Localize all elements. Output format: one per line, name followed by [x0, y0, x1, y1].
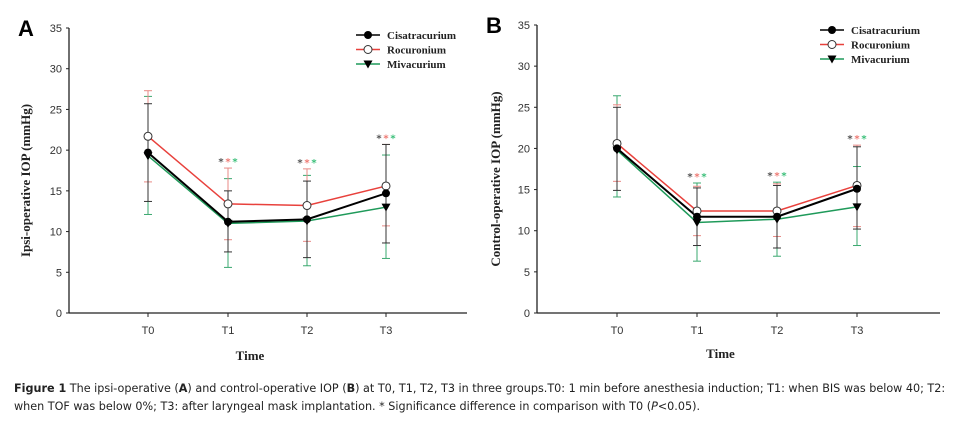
significance-asterisk: * [297, 158, 303, 169]
caption-p-symbol: P [651, 400, 658, 413]
x-tick-label: T0 [611, 325, 624, 337]
data-point-cisatracurium [303, 215, 311, 224]
x-tick-label: T1 [691, 325, 704, 337]
x-tick-label: T0 [142, 325, 155, 337]
x-tick-label: T2 [771, 325, 784, 337]
data-point-cisatracurium [613, 144, 621, 153]
series-line-rocuronium [616, 142, 858, 212]
caption-figure-label: Figure 1 [14, 382, 67, 395]
significance-asterisk: * [767, 171, 773, 182]
y-axis-title: Ipsi-operative IOP (mmHg) [18, 104, 33, 257]
significance-asterisk: * [694, 172, 700, 183]
figure-caption: Figure 1 The ipsi-operative (A) and cont… [14, 380, 954, 416]
y-tick-label: 25 [518, 102, 530, 114]
series-line-cisatracurium [147, 151, 387, 223]
significance-asterisk: * [861, 134, 867, 145]
significance-asterisk: * [774, 171, 780, 182]
data-point-mivacurium [692, 218, 702, 227]
caption-panel-a-ref: A [178, 382, 188, 395]
data-point-cisatracurium [224, 217, 232, 226]
legend-marker [827, 40, 837, 49]
series-line-rocuronium [147, 135, 387, 207]
data-point-rocuronium [381, 181, 391, 191]
caption-text-4: <0.05). [657, 400, 701, 413]
significance-asterisk: * [390, 133, 396, 144]
figure-charts: A 0 5 10 15 20 25 30 35 T0 T1 T2 T3 Time Ipsi-operativ… [18, 13, 940, 363]
y-tick-label: 10 [518, 226, 530, 238]
data-point-rocuronium [143, 131, 153, 141]
series-line-mivacurium [616, 149, 858, 224]
y-tick-label: 25 [50, 104, 62, 116]
y-tick-label: 30 [518, 61, 530, 73]
y-tick-label: 15 [50, 186, 62, 198]
significance-asterisk: * [847, 134, 853, 145]
legend-marker [363, 60, 373, 69]
legend-marker [828, 26, 836, 34]
significance-asterisk: * [854, 134, 860, 145]
data-point-cisatracurium [382, 189, 390, 198]
y-axis-title: Control-operative IOP (mmHg) [488, 91, 503, 266]
y-tick-label: 20 [50, 145, 62, 157]
data-point-cisatracurium [693, 212, 701, 221]
caption-text-2: ) and control-operative IOP ( [187, 382, 347, 395]
legend-marker [364, 31, 372, 39]
x-axis-title: Time [236, 348, 265, 363]
legend-label: Mivacurium [387, 59, 446, 71]
legend-marker [827, 55, 837, 64]
legend-label: Mivacurium [851, 54, 910, 66]
significance-asterisk: * [781, 171, 787, 182]
significance-asterisk: * [304, 158, 310, 169]
y-tick-label: 5 [56, 267, 62, 279]
x-tick-label: T3 [851, 325, 864, 337]
x-tick-label: T2 [301, 325, 314, 337]
legend-label: Cisatracurium [851, 25, 920, 37]
panel-a: A 0 5 10 15 20 25 30 35 T0 T1 T2 T3 Time Ipsi-operativ… [18, 16, 467, 363]
significance-asterisk: * [225, 157, 231, 168]
data-point-cisatracurium [853, 184, 861, 193]
y-tick-label: 30 [50, 64, 62, 76]
significance-asterisk: * [232, 157, 238, 168]
y-tick-label: 0 [56, 308, 62, 320]
legend-label: Rocuronium [387, 45, 446, 57]
data-point-mivacurium [852, 203, 862, 212]
caption-text-1: The ipsi-operative ( [66, 382, 179, 395]
data-point-cisatracurium [773, 212, 781, 221]
legend-marker [363, 45, 373, 54]
y-tick-label: 15 [518, 185, 530, 197]
y-tick-label: 5 [524, 267, 530, 279]
legend-label: Rocuronium [851, 40, 910, 52]
significance-asterisk: * [383, 133, 389, 144]
x-tick-label: T3 [380, 325, 393, 337]
legend-label: Cisatracurium [387, 30, 456, 42]
data-point-rocuronium [223, 199, 233, 209]
panel-label: B [486, 13, 502, 38]
significance-asterisk: * [701, 172, 707, 183]
series-line-cisatracurium [616, 147, 858, 218]
caption-text-3: ) at T0, T1, T2, T3 in three groups.T0: … [14, 382, 946, 413]
y-tick-label: 35 [50, 23, 62, 35]
data-point-cisatracurium [144, 148, 152, 157]
y-tick-label: 20 [518, 143, 530, 155]
significance-asterisk: * [218, 157, 224, 168]
significance-asterisk: * [376, 133, 382, 144]
panel-b: B 0 5 10 15 20 25 30 35 T0 T1 T2 T3 Time Control-opera… [486, 13, 940, 361]
y-tick-label: 10 [50, 227, 62, 239]
significance-asterisk: * [311, 158, 317, 169]
data-point-mivacurium [381, 203, 391, 212]
y-tick-label: 0 [524, 308, 530, 320]
data-point-rocuronium [302, 201, 312, 211]
y-tick-label: 35 [518, 20, 530, 32]
series-line-mivacurium [147, 155, 387, 225]
x-axis-title: Time [706, 346, 735, 361]
significance-asterisk: * [687, 172, 693, 183]
panel-label: A [18, 16, 34, 41]
x-tick-label: T1 [222, 325, 235, 337]
caption-panel-b-ref: B [346, 382, 356, 395]
